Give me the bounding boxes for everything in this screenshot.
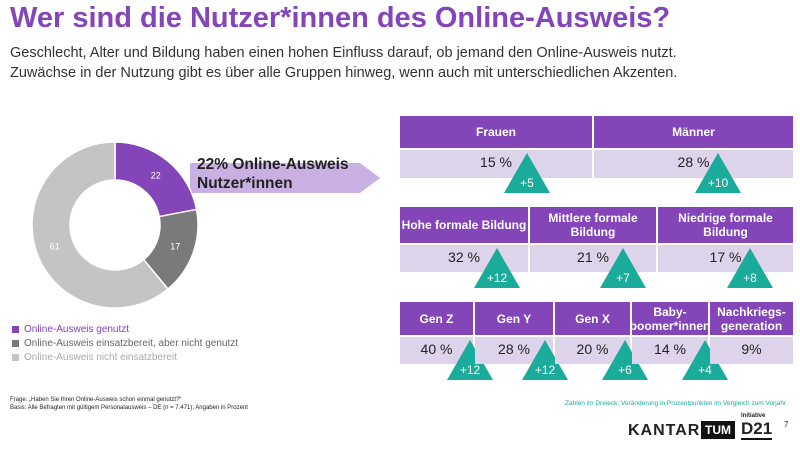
donut-chart: 22 17 61	[31, 141, 380, 309]
d21-logo-small: Initiative	[741, 413, 766, 419]
page-title: Wer sind die Nutzer*innen des Online-Aus…	[10, 2, 671, 34]
legend-item-used: Online-Ausweis genutzt	[12, 324, 129, 335]
subtitle-line-2: Zuwächse in der Nutzung gibt es über all…	[10, 65, 678, 81]
triangle-note: Zahlen im Dreieck: Veränderung in Prozen…	[565, 400, 787, 407]
group-value: 40 %	[400, 337, 475, 364]
slice-not-ready	[31, 141, 169, 309]
slice-label: 22	[151, 171, 161, 181]
tum-logo: TUM	[701, 421, 735, 439]
group-header: Gen Z	[400, 302, 475, 335]
kantar-logo: KANTAR	[628, 422, 701, 439]
legend-item-ready: Online-Ausweis einsatzbereit, aber nicht…	[12, 338, 238, 349]
group-header: Männer	[594, 116, 795, 148]
arrow-shape	[190, 163, 380, 193]
d21-logo: D21	[741, 419, 773, 440]
arrow-label: 22% Online-Ausweis Nutzer*innen	[197, 155, 349, 193]
group-header: Hohe formale Bildung	[400, 207, 530, 243]
group-value: 28 %	[594, 150, 795, 178]
group-value: 15 %	[400, 150, 594, 178]
slice-label: 17	[170, 242, 180, 252]
group-header: Nachkriegs-generation	[710, 302, 795, 335]
group-value: 21 %	[530, 245, 658, 272]
arrow-label-line-1: 22% Online-Ausweis	[197, 156, 349, 173]
group-value: 9%	[710, 337, 795, 364]
legend-item-not-ready: Online-Ausweis nicht einsatzbereit	[12, 352, 177, 363]
footnote-basis: Basis: Alle Befragten mit gültigem Perso…	[10, 405, 248, 411]
group-header: Frauen	[400, 116, 594, 148]
footnote-question: Frage: „Haben Sie Ihren Online-Ausweis s…	[10, 397, 182, 403]
group-header: Baby-boomer*innen	[630, 302, 710, 335]
group-header: Mittlere formale Bildung	[530, 207, 658, 243]
group-header: Niedrige formale Bildung	[658, 207, 795, 243]
group-value: 17 %	[658, 245, 795, 272]
subtitle-line-1: Geschlecht, Alter und Bildung haben eine…	[10, 45, 677, 61]
slice-label: 61	[50, 242, 60, 252]
group-value: 32 %	[400, 245, 530, 272]
page-number: 7	[784, 420, 789, 429]
arrow-label-line-2: Nutzer*innen	[197, 175, 293, 192]
group-header: Gen Y	[475, 302, 555, 335]
group-header: Gen X	[555, 302, 632, 335]
